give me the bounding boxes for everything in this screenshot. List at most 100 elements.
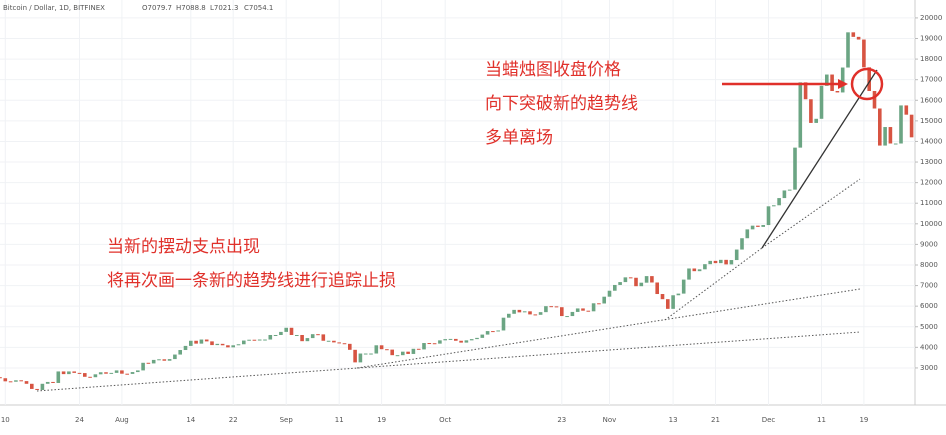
candle-body: [591, 303, 596, 312]
candle-body: [342, 343, 347, 345]
candle-body: [533, 314, 538, 316]
candle-body: [872, 91, 877, 109]
candle-body: [464, 340, 469, 343]
candle-body: [639, 282, 644, 287]
y-tick-label: 8000: [920, 261, 938, 269]
candle-body: [867, 67, 871, 92]
candle-body: [687, 268, 691, 280]
candle-body: [750, 225, 755, 230]
candle-body: [178, 350, 182, 355]
x-tick-label: Nov: [603, 416, 617, 424]
candle-body: [681, 279, 686, 294]
candle-body: [883, 127, 887, 146]
candle-body: [740, 238, 744, 250]
candle-body: [575, 308, 580, 312]
candle-body: [252, 339, 257, 341]
y-tick-label: 3000: [920, 364, 938, 372]
x-tick-label: 22: [229, 416, 238, 424]
candle-body: [141, 362, 145, 371]
candle-body: [798, 82, 803, 148]
y-tick-label: 7000: [920, 282, 938, 290]
y-tick-label: 16000: [920, 96, 942, 104]
y-tick-label: 19000: [920, 35, 942, 43]
candle-body: [268, 334, 273, 340]
candle-body: [623, 277, 628, 283]
candle-body: [835, 91, 840, 93]
candle-body: [878, 108, 882, 146]
candle-body: [199, 339, 204, 344]
candle-body: [379, 345, 384, 350]
candle-body: [316, 334, 320, 336]
candle-body: [257, 339, 262, 341]
ohlc-value: H7088.8: [176, 4, 206, 12]
candle-body: [220, 343, 225, 346]
candle-body: [395, 355, 400, 357]
candle-body: [676, 293, 681, 296]
candle-body: [157, 359, 161, 361]
candle-body: [491, 331, 495, 333]
candle-body: [719, 259, 723, 264]
candle-body: [337, 342, 341, 344]
candle-body: [35, 388, 39, 390]
candle-body: [840, 67, 845, 93]
candle-body: [666, 299, 670, 309]
y-tick-label: 18000: [920, 55, 942, 63]
candle-body: [162, 359, 167, 361]
candle-body: [522, 311, 527, 313]
candle-body: [443, 339, 447, 341]
candle-body: [772, 205, 776, 207]
candle-body: [61, 371, 66, 375]
candle-body: [432, 343, 437, 345]
candle-body: [538, 312, 543, 315]
candle-body: [469, 339, 474, 341]
candle-body: [151, 359, 156, 364]
candle-body: [0, 377, 2, 379]
candle-body: [597, 303, 601, 305]
y-tick-label: 5000: [920, 323, 938, 331]
candle-body: [628, 277, 633, 279]
y-tick-label: 13000: [920, 158, 942, 166]
candle-body: [231, 345, 235, 348]
candle-body: [438, 340, 442, 344]
y-tick-label: 12000: [920, 179, 942, 187]
candle-body: [305, 338, 310, 342]
candle-body: [67, 371, 71, 375]
y-tick-label: 15000: [920, 117, 942, 125]
ohlc-value: O7079.7: [142, 4, 172, 12]
candle-body: [777, 198, 781, 206]
candle-body: [401, 351, 405, 356]
candle-body: [517, 309, 522, 313]
candle-body: [803, 82, 808, 100]
candle-body: [45, 381, 50, 384]
trendlines: [36, 67, 884, 392]
candle-body: [56, 371, 61, 383]
candle-body: [167, 359, 172, 361]
candle-body: [512, 309, 516, 314]
y-tick-label: 6000: [920, 302, 938, 310]
arrow-head: [838, 79, 848, 89]
candle-body: [554, 306, 559, 308]
candle-body: [703, 264, 707, 270]
candle-body: [348, 343, 352, 350]
candle-body: [204, 339, 209, 342]
candle-body: [114, 370, 119, 373]
candle-body: [109, 372, 114, 374]
y-tick-label: 4000: [920, 343, 938, 351]
candle-body: [406, 351, 410, 354]
candle-body: [390, 349, 394, 356]
candle-body: [814, 118, 818, 123]
candle-body: [242, 340, 246, 345]
candle-body: [247, 339, 251, 341]
candle-body: [899, 105, 903, 144]
candle-body: [310, 334, 315, 339]
candle-body: [72, 371, 76, 373]
x-tick-label: 19: [377, 416, 386, 424]
candle-body: [125, 373, 129, 375]
x-tick-label: 19: [859, 416, 868, 424]
plot: [0, 0, 915, 405]
candle-body: [24, 381, 29, 384]
x-tick-label: 11: [335, 416, 344, 424]
candle-body: [485, 331, 490, 335]
